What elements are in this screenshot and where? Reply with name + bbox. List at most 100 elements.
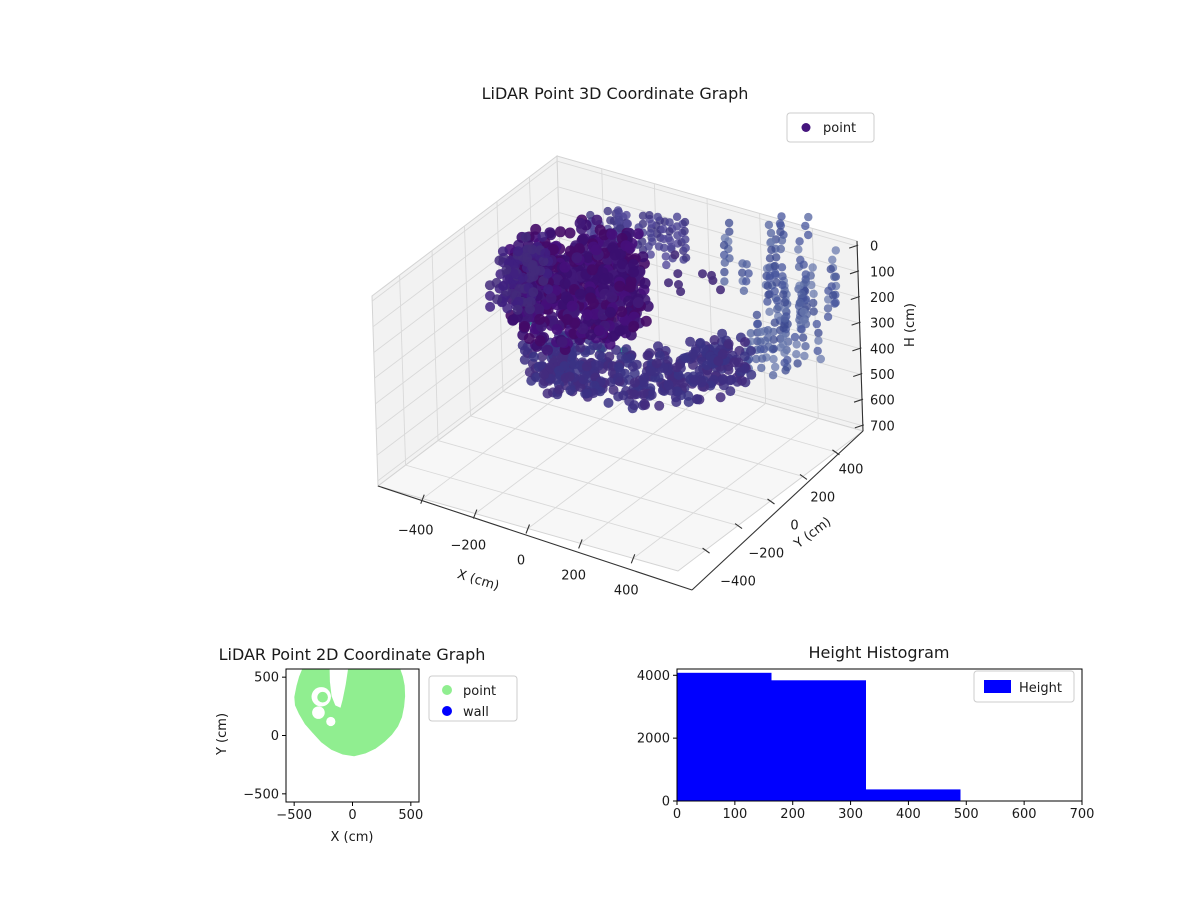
scatter3d-point <box>545 292 557 304</box>
scatter3d-point <box>763 297 772 306</box>
scatter3d-point <box>742 260 751 269</box>
scatter3d-point <box>620 240 632 252</box>
scatter3d-point <box>502 274 513 285</box>
scatter3d-point <box>629 377 640 388</box>
scatter3d-point <box>829 291 838 300</box>
scatter3d-point <box>659 234 668 244</box>
plot2d-legend-wall-marker <box>442 706 452 716</box>
scatter3d-point <box>725 386 736 397</box>
plot3d-legend[interactable]: point <box>786 112 875 143</box>
x-tick <box>525 524 531 534</box>
plot2d-axes <box>282 668 420 806</box>
gridline-y <box>470 415 771 502</box>
scatter3d-point <box>673 269 683 279</box>
scatter3d-point <box>645 365 656 376</box>
scatter3d-point <box>666 236 675 246</box>
scatter3d-point <box>593 360 604 371</box>
x-tick-label: 500 <box>954 807 979 822</box>
scatter3d-point <box>742 277 751 286</box>
scatter3d-point <box>777 212 786 221</box>
scatter3d-point <box>604 306 616 318</box>
scatter3d-point <box>809 307 818 316</box>
scatter3d-point <box>814 336 823 345</box>
scatter3d-point <box>616 306 628 318</box>
scatter3d-point <box>661 252 670 261</box>
y-tick-label: 4000 <box>637 669 670 684</box>
point-blob-region <box>294 669 406 757</box>
z-tick-label: 500 <box>870 368 895 383</box>
z-tick-label: 600 <box>870 394 895 409</box>
scatter3d-point <box>746 345 756 356</box>
scatter3d-point <box>577 323 589 335</box>
x-tick <box>420 494 425 504</box>
histogram-title: Height Histogram <box>809 643 950 662</box>
scatter3d-point <box>527 260 538 271</box>
scatter3d-point <box>617 323 629 335</box>
scatter3d-point <box>519 321 531 332</box>
scatter3d-point <box>771 362 780 372</box>
plot3d-legend-point-marker <box>801 123 811 132</box>
x-tick-label: 200 <box>780 807 805 822</box>
scatter3d-point <box>826 265 835 274</box>
scatter3d-point <box>559 361 570 372</box>
scatter3d-point <box>591 214 603 226</box>
scatter3d-point <box>801 221 810 231</box>
scatter3d-point <box>770 318 779 327</box>
plot2d-tick-labels: −500 0 500 −500 0 500 <box>243 671 423 823</box>
y-tick-label: 2000 <box>637 732 670 747</box>
plot3d-zlabel: H (cm) <box>903 303 918 347</box>
scatter3d-point <box>756 345 765 354</box>
plot2d-legend[interactable]: point wall <box>428 675 518 722</box>
scatter3d-point <box>739 286 749 295</box>
scatter3d-point <box>790 332 800 342</box>
scatter3d-point <box>769 354 778 364</box>
y-tick-label: 400 <box>839 463 864 478</box>
x-tick <box>630 554 636 564</box>
plot2d-xlabel: X (cm) <box>331 830 374 845</box>
scatter3d-point <box>800 351 809 361</box>
plot3d-legend-point-label: point <box>823 121 856 136</box>
scatter3d-point <box>564 371 575 382</box>
blob-hole <box>312 706 325 719</box>
scatter3d-point <box>606 216 615 225</box>
scatter3d-point <box>770 261 780 271</box>
scatter3d-point <box>716 285 725 295</box>
plot-2d: −500 0 500 −500 0 500 LiDAR Point 2D Coordina… <box>215 645 518 845</box>
y-tick-label: 0 <box>662 795 670 810</box>
scatter3d-point <box>501 264 512 275</box>
scatter3d-point <box>619 314 631 326</box>
scatter3d-point <box>594 224 606 236</box>
scatter3d-point <box>764 290 773 299</box>
scatter3d-point <box>540 248 551 259</box>
scatter3d-point <box>765 273 774 283</box>
scatter3d-point <box>797 289 806 299</box>
plot3d-legend-box <box>786 112 875 143</box>
scatter3d-point <box>752 310 762 320</box>
scatter3d-point <box>780 348 789 357</box>
histogram-legend[interactable]: Height <box>973 670 1075 703</box>
scatter3d-point <box>534 313 546 325</box>
scatter3d-point <box>673 370 684 380</box>
z-tick-label: 400 <box>870 342 895 357</box>
scatter3d-point <box>577 233 589 245</box>
scatter3d-point <box>646 229 655 238</box>
scatter3d-point <box>776 227 785 237</box>
scatter3d-point <box>771 269 780 278</box>
scatter3d-point <box>559 261 571 273</box>
scatter3d-point <box>746 329 755 338</box>
scatter3d-point <box>561 314 573 325</box>
scatter3d-point <box>485 301 496 312</box>
blob-hole-wedge <box>329 669 349 708</box>
scatter3d-point <box>539 369 550 380</box>
scatter3d-point <box>664 278 673 288</box>
scatter3d-point <box>723 338 734 349</box>
scatter3d-point <box>624 281 636 293</box>
gridline-x <box>759 213 767 404</box>
scatter3d-point <box>807 280 816 290</box>
scatter3d-point <box>658 363 669 373</box>
y-tick-label: −400 <box>720 574 756 589</box>
scatter3d-point <box>599 288 611 300</box>
scatter3d-point <box>753 319 763 328</box>
scatter3d-point <box>613 206 623 215</box>
scatter3d-point <box>780 358 789 368</box>
